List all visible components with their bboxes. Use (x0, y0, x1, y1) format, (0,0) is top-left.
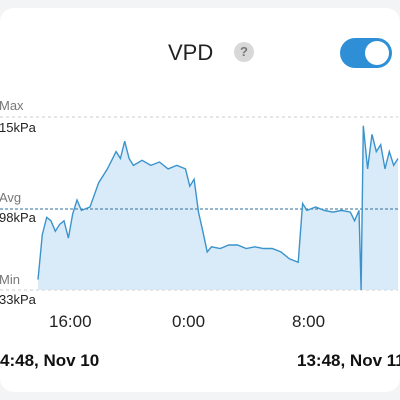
range-start-date: 4:48, Nov 10 (0, 351, 100, 370)
x-tick-1: 16:00 (49, 312, 92, 331)
vpd-line (37, 125, 399, 291)
x-tick-2: 0:00 (172, 312, 206, 331)
max-value: 15kPa (0, 120, 36, 135)
min-value: 33kPa (0, 292, 36, 307)
vpd-area (38, 125, 398, 290)
toggle-knob (365, 41, 389, 65)
min-label: Min (0, 272, 20, 287)
x-tick-3: 8:00 (292, 312, 326, 331)
avg-value: 98kPa (0, 210, 36, 225)
page-title: VPD (168, 40, 214, 65)
vpd-toggle[interactable] (340, 38, 392, 68)
range-end-date: 13:48, Nov 11 (297, 351, 400, 370)
avg-label: Avg (0, 190, 22, 205)
vpd-card (0, 8, 400, 392)
max-label: Max (0, 98, 24, 113)
question-circle-icon[interactable]: ? (234, 42, 254, 62)
